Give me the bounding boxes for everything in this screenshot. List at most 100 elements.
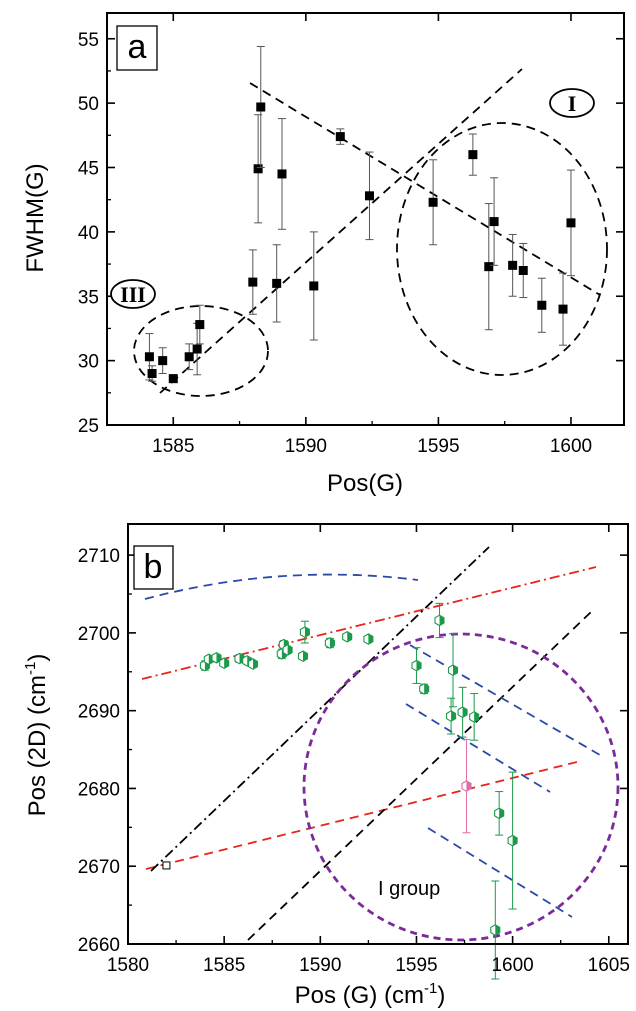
panel-b-blue-dashed-short-2 <box>405 703 551 793</box>
data-point-fill <box>303 651 308 662</box>
data-point-origin <box>162 861 171 870</box>
data-point <box>537 300 547 310</box>
data-point-fill <box>424 683 429 695</box>
panel-a-ticks: 1585 1590 1595 1600 25 30 35 40 45 50 55 <box>78 13 624 457</box>
panel-b-y-tick-label: 2700 <box>78 624 120 645</box>
data-point <box>248 277 258 287</box>
panel-b-blue-dashed-short-3 <box>427 827 573 918</box>
panel-a-frame <box>106 12 625 426</box>
annotation-I-badge <box>549 88 595 118</box>
panel-a-group-III-ellipse <box>133 305 269 397</box>
data-point <box>484 262 494 272</box>
panel-b-guides <box>141 546 620 942</box>
data-point-fill <box>368 633 373 645</box>
data-point <box>158 356 168 366</box>
data-point <box>272 278 282 288</box>
panel-a-y-tick-label: 30 <box>78 352 99 373</box>
panel-b-x-tick-label: 1600 <box>491 955 533 976</box>
panel-b: 1580 1585 1590 1595 1600 1605 2660 2670 2680 2690… <box>22 523 630 1009</box>
panel-b-letter: b <box>144 548 163 586</box>
data-point-fill <box>304 626 310 638</box>
panel-a-letter-box <box>116 25 158 71</box>
data-point-fill <box>499 808 504 819</box>
panel-a-y-tick-label: 45 <box>78 159 99 180</box>
annotation-I-group: I group <box>378 878 440 900</box>
data-point <box>558 304 568 314</box>
panel-b-red-dashdot-line <box>141 566 597 680</box>
panel-b-blue-dashed-curve <box>144 573 419 600</box>
panel-b-x-axis-label: Pos (G) (cm-1) <box>295 980 446 1009</box>
data-point <box>309 281 319 291</box>
panel-b-x-tick-label: 1580 <box>107 955 149 976</box>
data-point-fill <box>466 780 471 792</box>
data-point-fill <box>439 615 445 626</box>
data-point-fill <box>495 924 500 936</box>
panel-b-blue-dashed-short-1 <box>409 644 601 756</box>
data-point <box>192 344 202 354</box>
data-point <box>253 164 263 174</box>
data-point <box>144 352 154 362</box>
panel-b-x-axis-label-sup: -1 <box>424 980 437 997</box>
data-point-fill <box>347 631 352 642</box>
data-point <box>508 260 518 270</box>
panel-a-y-tick-label: 25 <box>78 416 99 437</box>
panel-b-y-tick-label: 2710 <box>78 546 120 567</box>
data-point <box>147 369 157 378</box>
data-point-fill <box>224 658 229 669</box>
panel-b-y-tick-label: 2660 <box>78 935 120 956</box>
panel-a-x-tick-label: 1600 <box>550 436 592 457</box>
panel-a-group-I-ellipse <box>396 122 608 376</box>
annotation-I-text: I <box>568 91 577 116</box>
data-point <box>184 352 194 362</box>
panel-a-y-tick-label: 40 <box>78 223 99 244</box>
data-point <box>168 374 178 384</box>
panel-b-y-tick-label: 2690 <box>78 702 120 723</box>
panel-a-data <box>144 45 576 384</box>
panel-b-I-group-circle <box>302 632 620 942</box>
panel-a-y-tick-label: 50 <box>78 94 99 115</box>
data-point-fill <box>453 665 458 676</box>
panel-b-black-dashed-line <box>247 611 592 941</box>
panel-b-data <box>162 602 518 980</box>
panel-a-x-tick-label: 1585 <box>152 436 194 457</box>
data-point <box>428 197 438 207</box>
data-point <box>489 217 499 227</box>
data-point <box>364 191 374 201</box>
annotation-III: III <box>110 279 156 309</box>
panel-a-dashed-fit-descending <box>249 82 601 296</box>
panel-a-letter: a <box>128 28 147 66</box>
annotation-III-text: III <box>120 282 146 307</box>
panel-a-x-tick-label: 1590 <box>285 436 327 457</box>
data-point-fill <box>253 658 258 670</box>
panel-b-y-axis-label-end: ) <box>24 654 51 662</box>
data-point <box>256 102 266 112</box>
panel-b-x-tick-label: 1590 <box>299 955 341 976</box>
panel-b-y-axis-label-sup: -1 <box>22 662 39 675</box>
panel-a-x-tick-label: 1595 <box>417 436 459 457</box>
panel-a-y-tick-label: 35 <box>78 287 99 308</box>
panel-b-x-tick-label: 1585 <box>203 955 245 976</box>
panel-b-black-dashdot-line <box>150 546 490 872</box>
data-point-fill <box>462 707 468 718</box>
data-point <box>195 320 205 330</box>
panel-b-x-axis-label-main: Pos (G) (cm <box>295 982 424 1009</box>
panel-b-red-dashed-line <box>145 760 582 870</box>
panel-a-y-tick-label: 55 <box>78 30 99 51</box>
panel-b-ticks: 1580 1585 1590 1595 1600 1605 2660 2670 2680 2690… <box>78 524 630 976</box>
data-point <box>335 132 345 142</box>
panel-b-letter-box <box>133 545 174 590</box>
data-point-fill <box>329 637 335 649</box>
panel-a-guides <box>133 68 608 397</box>
panel-b-frame <box>127 523 629 945</box>
panel-b-x-tick-label: 1605 <box>588 955 630 976</box>
data-point-fill <box>451 710 456 722</box>
data-point-fill <box>474 711 479 723</box>
data-point <box>468 150 478 160</box>
panel-b-x-tick-label: 1595 <box>395 955 437 976</box>
data-point-fill <box>287 644 293 656</box>
annotation-III-badge <box>110 279 156 309</box>
panel-a-dashed-fit-ascending <box>159 68 523 394</box>
data-point <box>277 169 287 179</box>
panel-b-x-axis-label-end: ) <box>437 982 445 1009</box>
annotation-I: I <box>549 88 595 118</box>
